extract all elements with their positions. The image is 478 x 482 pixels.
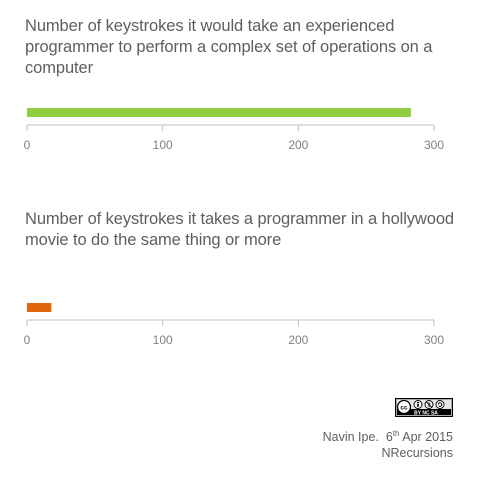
date-day: 6 bbox=[385, 430, 393, 444]
svg-text:$: $ bbox=[427, 403, 430, 409]
brand-name: NRecursions bbox=[381, 446, 453, 460]
bar bbox=[27, 108, 411, 117]
x-tick-label: 200 bbox=[288, 333, 308, 347]
bar bbox=[27, 303, 52, 312]
x-tick-label: 0 bbox=[24, 333, 31, 347]
author-credit: Navin Ipe. 6th Apr 2015 bbox=[322, 428, 453, 444]
author-name: Navin Ipe. bbox=[322, 430, 379, 444]
x-tick-label: 300 bbox=[424, 138, 444, 152]
x-tick-label: 200 bbox=[288, 138, 308, 152]
date-rest: Apr 2015 bbox=[402, 430, 453, 444]
license-badge-text: BY NC SA bbox=[414, 410, 438, 416]
chart-2-title: Number of keystrokes it takes a programm… bbox=[25, 210, 454, 249]
svg-text:cc: cc bbox=[400, 405, 408, 412]
cc-by-nc-sa-icon[interactable]: cc $ BY NC SA bbox=[395, 398, 453, 417]
x-tick-label: 0 bbox=[24, 138, 31, 152]
x-tick-label: 100 bbox=[153, 333, 173, 347]
x-tick-label: 100 bbox=[153, 138, 173, 152]
chart-2-plot: 0 100 200 300 bbox=[24, 303, 444, 347]
date-suffix: th bbox=[392, 428, 400, 438]
chart-1-plot: 0 100 200 300 bbox=[24, 108, 444, 152]
chart-1-title: Number of keystrokes it would take an ex… bbox=[25, 17, 433, 77]
x-tick-label: 300 bbox=[424, 333, 444, 347]
